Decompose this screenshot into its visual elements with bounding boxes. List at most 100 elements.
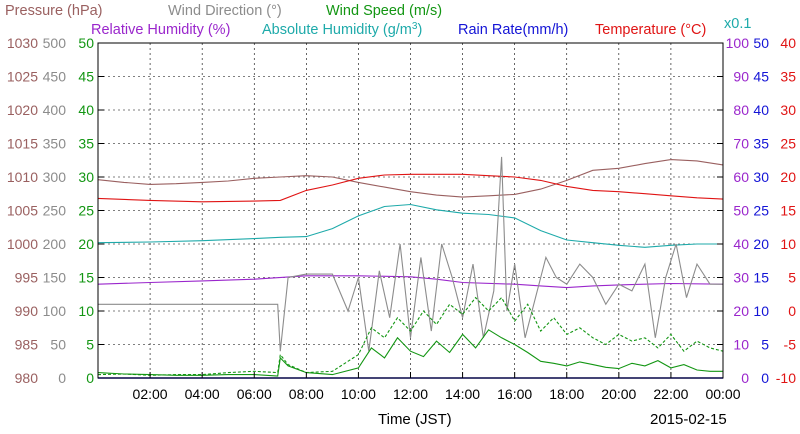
series-absolute-humidity [97, 203, 723, 248]
y-tick-label-wind-speed: 10 [78, 303, 94, 319]
title-wind-speed: Wind Speed (m/s) [326, 3, 442, 19]
y-tick-label-rain-rate: 40 [753, 102, 769, 118]
y-tick-label-wind-speed: 30 [78, 169, 94, 185]
x-tick-label: 16:00 [497, 386, 532, 402]
left-axes: 1030102510201015101010051000995990985980… [7, 35, 94, 386]
y-tick-label-relative-humidity: 20 [733, 303, 749, 319]
y-tick-label-temperature: 10 [780, 236, 796, 252]
y-tick-label-wind-speed: 5 [86, 337, 94, 353]
y-tick-label-relative-humidity: 80 [733, 102, 749, 118]
y-tick-label-pressure: 1005 [7, 203, 38, 219]
y-tick-label-rain-rate: 10 [753, 303, 769, 319]
y-tick-label-rain-rate: 50 [753, 35, 769, 51]
x-tick-label: 20:00 [601, 386, 636, 402]
y-tick-label-wind-speed: 0 [86, 370, 94, 386]
y-tick-label-relative-humidity: 60 [733, 169, 749, 185]
y-tick-label-pressure: 1010 [7, 169, 38, 185]
grid-lines [98, 43, 723, 378]
y-tick-label-wind-direction: 250 [43, 203, 67, 219]
y-tick-label-pressure: 1015 [7, 136, 38, 152]
x-axis-label: Time (JST) [378, 411, 452, 428]
y-tick-label-wind-speed: 25 [78, 203, 94, 219]
y-tick-label-temperature: -10 [776, 370, 796, 386]
y-tick-label-relative-humidity: 40 [733, 236, 749, 252]
x-tick-label: 14:00 [445, 386, 480, 402]
y-tick-label-wind-direction: 400 [43, 102, 67, 118]
y-tick-label-wind-speed: 35 [78, 136, 94, 152]
y-tick-label-relative-humidity: 50 [733, 203, 749, 219]
y-tick-label-wind-direction: 500 [43, 35, 67, 51]
y-tick-label-wind-speed: 40 [78, 102, 94, 118]
axis-ticks [98, 42, 724, 379]
title-absolute-humidity-prefix: Absolute Humidity (g/m [262, 22, 412, 38]
x-tick-label: 08:00 [289, 386, 324, 402]
y-tick-label-pressure: 980 [15, 370, 39, 386]
series-pressure [97, 159, 724, 198]
y-tick-label-relative-humidity: 30 [733, 270, 749, 286]
x-tick-label: 06:00 [237, 386, 272, 402]
y-tick-label-pressure: 1030 [7, 35, 38, 51]
y-tick-label-rain-rate: 30 [753, 169, 769, 185]
x-tick-label: 12:00 [393, 386, 428, 402]
y-tick-label-wind-direction: 150 [43, 270, 67, 286]
y-tick-label-wind-direction: 350 [43, 136, 67, 152]
y-tick-label-pressure: 1020 [7, 102, 38, 118]
x-axis: 02:00 04:00 06:00 08:00 10:00 12:00 14:00 16:00… [133, 386, 741, 402]
x-tick-label: 02:00 [133, 386, 168, 402]
title-relative-humidity: Relative Humidity (%) [91, 22, 230, 38]
title-absolute-humidity: Absolute Humidity (g/m3) [262, 21, 422, 38]
y-tick-label-temperature: 15 [780, 203, 796, 219]
y-tick-label-wind-direction: 300 [43, 169, 67, 185]
series-relative-humidity [97, 275, 724, 289]
y-tick-label-wind-direction: 200 [43, 236, 67, 252]
y-tick-label-wind-speed: 20 [78, 236, 94, 252]
x-tick-label: 22:00 [653, 386, 688, 402]
title-pressure: Pressure (hPa) [5, 3, 103, 19]
y-tick-label-relative-humidity: 10 [733, 337, 749, 353]
title-rain-multiplier: x0.1 [724, 16, 751, 32]
y-tick-label-pressure: 995 [15, 270, 39, 286]
y-tick-label-rain-rate: 35 [753, 136, 769, 152]
y-tick-label-wind-speed: 45 [78, 69, 94, 85]
y-tick-label-rain-rate: 20 [753, 236, 769, 252]
y-tick-label-rain-rate: 25 [753, 203, 769, 219]
y-tick-label-temperature: 35 [780, 69, 796, 85]
y-tick-label-relative-humidity: 90 [733, 69, 749, 85]
y-tick-label-pressure: 1025 [7, 69, 38, 85]
series-wind-speed [97, 329, 723, 377]
title-rain-rate: Rain Rate(mm/h) [458, 22, 568, 38]
title-absolute-humidity-suffix: ) [417, 22, 422, 38]
y-tick-label-wind-direction: 0 [58, 370, 66, 386]
x-tick-label: 18:00 [549, 386, 584, 402]
y-tick-label-rain-rate: 5 [761, 337, 769, 353]
right-axes: 1009080706050403020100504540353025201510… [726, 35, 797, 386]
y-tick-label-temperature: 20 [780, 169, 796, 185]
y-tick-label-wind-direction: 50 [50, 337, 66, 353]
y-tick-label-relative-humidity: 70 [733, 136, 749, 152]
title-absolute-humidity-sup: 3 [412, 21, 418, 32]
x-tick-label: 00:00 [705, 386, 740, 402]
y-tick-label-temperature: -5 [784, 337, 797, 353]
series-wind-gust [97, 296, 724, 376]
y-tick-label-temperature: 0 [788, 303, 796, 319]
y-tick-label-wind-speed: 50 [78, 35, 94, 51]
y-tick-label-wind-direction: 100 [43, 303, 67, 319]
y-tick-label-rain-rate: 15 [753, 270, 769, 286]
y-tick-label-temperature: 40 [780, 35, 796, 51]
x-tick-label: 10:00 [341, 386, 376, 402]
date-label: 2015-02-15 [650, 411, 727, 428]
y-tick-label-temperature: 5 [788, 270, 796, 286]
y-tick-label-wind-direction: 450 [43, 69, 67, 85]
title-temperature: Temperature (°C) [595, 22, 706, 38]
series-wind-direction [98, 156, 723, 352]
y-tick-label-pressure: 985 [15, 337, 39, 353]
y-tick-label-relative-humidity: 0 [741, 370, 749, 386]
y-tick-label-wind-speed: 15 [78, 270, 94, 286]
y-tick-label-pressure: 1000 [7, 236, 38, 252]
x-tick-label: 04:00 [185, 386, 220, 402]
series-temperature [97, 173, 724, 203]
title-wind-direction: Wind Direction (°) [168, 3, 282, 19]
y-tick-label-rain-rate: 45 [753, 69, 769, 85]
y-tick-label-pressure: 990 [15, 303, 39, 319]
